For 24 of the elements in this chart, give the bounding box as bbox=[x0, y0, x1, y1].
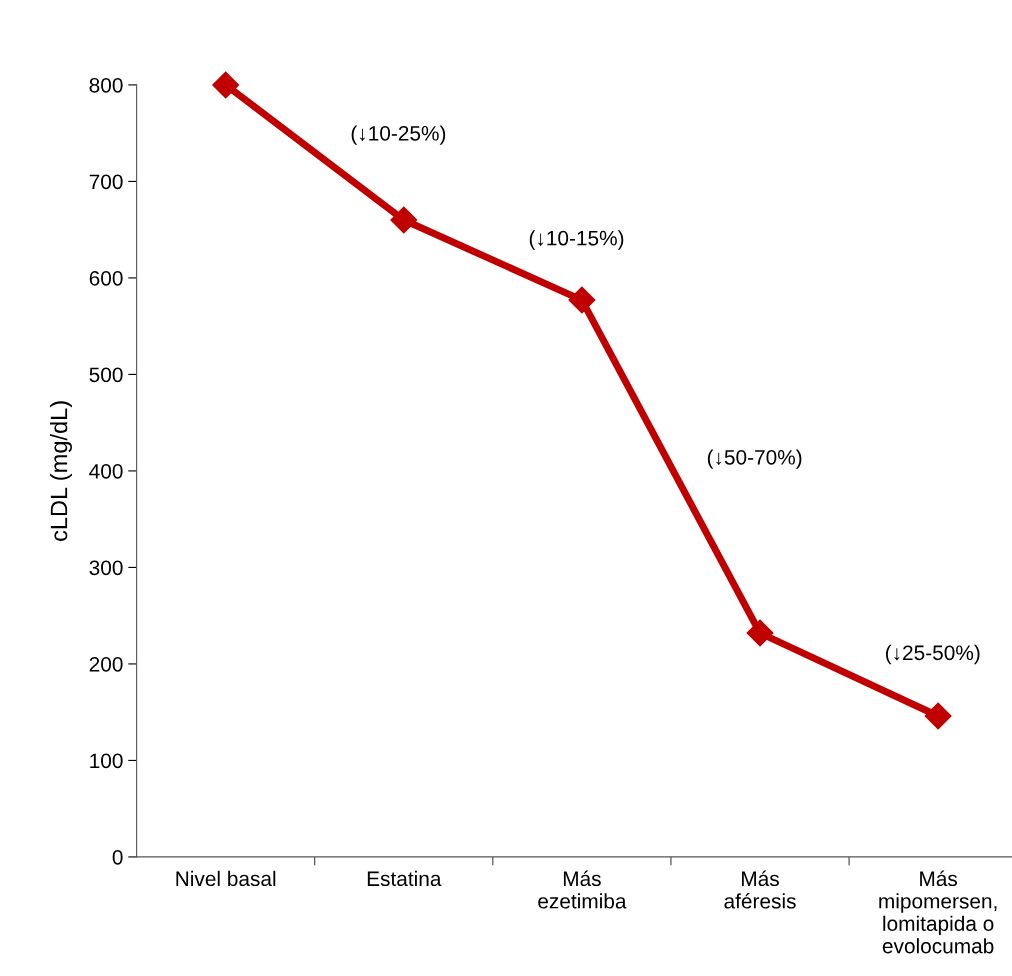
x-tick-label: Nivel basal bbox=[176, 870, 276, 887]
y-tick-label: 400 bbox=[89, 463, 123, 479]
point bbox=[924, 702, 952, 730]
x-tick-label: Más ezetimiba bbox=[538, 870, 627, 909]
y-tick-label: 300 bbox=[89, 560, 123, 576]
y-tick-label: 800 bbox=[89, 77, 123, 93]
y-tick-label: 0 bbox=[112, 849, 123, 865]
y-tick-label: 100 bbox=[90, 753, 123, 769]
annotation: (↓10-25%) bbox=[351, 125, 446, 145]
y-tick-label: 500 bbox=[89, 367, 123, 383]
annotation: (↓25-50%) bbox=[885, 644, 980, 665]
point bbox=[568, 286, 596, 314]
x-tick-label: Más mipomersen, lomitapida o evolocumab bbox=[879, 870, 997, 954]
annotation: (↓10-15%) bbox=[529, 230, 624, 250]
point bbox=[746, 619, 774, 647]
y-tick-label: 600 bbox=[89, 270, 123, 286]
y-axis-title: cLDL (mg/dL) bbox=[49, 401, 72, 541]
y-tick-label: 200 bbox=[89, 656, 123, 672]
x-tick-label: Más aféresis bbox=[724, 870, 796, 909]
y-tick-label: 700 bbox=[89, 174, 123, 190]
point bbox=[212, 71, 240, 99]
point bbox=[390, 206, 418, 234]
annotation: (↓50-70%) bbox=[707, 449, 802, 469]
x-tick-label: Estatina bbox=[367, 870, 442, 887]
